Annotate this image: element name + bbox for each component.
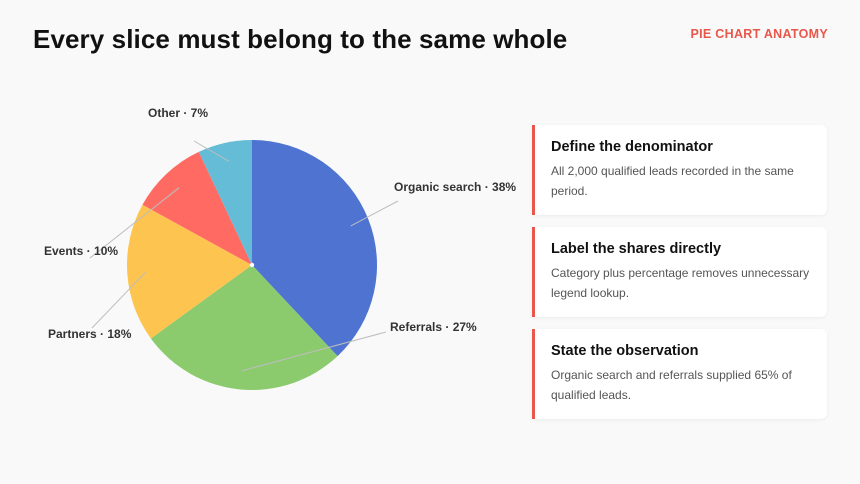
leader-line-referrals <box>241 331 387 372</box>
card-body: Organic search and referrals supplied 65… <box>551 368 792 402</box>
leader-line-events <box>89 187 180 259</box>
pie-slice-organic-search <box>252 140 378 357</box>
pie-slice-referrals <box>150 265 338 391</box>
label-leader-lines <box>89 140 399 372</box>
slice-label-referrals: Referrals · 27% <box>390 320 477 334</box>
pie-slice-partners <box>126 204 252 339</box>
pie-slice-other <box>198 140 252 265</box>
card-title: Label the shares directly <box>551 241 722 257</box>
card-title: Define the denominator <box>551 139 713 155</box>
card-title: State the observation <box>551 343 699 359</box>
slice-label-other: Other · 7% <box>148 106 208 120</box>
card-body: All 2,000 qualified leads recorded in th… <box>551 164 794 198</box>
kicker-label: PIE CHART ANATOMY <box>690 27 828 41</box>
card-body: Category plus percentage removes unneces… <box>551 266 810 300</box>
slice-labels: Organic search · 38% Referrals · 27% Partn… <box>44 106 516 341</box>
page-title: Every slice must belong to the same whol… <box>33 24 568 54</box>
leader-line-organic-search <box>350 200 399 227</box>
slice-label-organic-search: Organic search · 38% <box>394 180 516 194</box>
card-label-shares: Label the shares directly Category plus … <box>532 227 827 317</box>
leader-line-other <box>193 140 230 162</box>
annotation-cards: Define the denominator All 2,000 qualifi… <box>532 125 827 431</box>
slice-label-events: Events · 10% <box>44 244 118 258</box>
pie-slice-events <box>142 151 252 265</box>
card-define-denominator: Define the denominator All 2,000 qualifi… <box>532 125 827 215</box>
card-state-observation: State the observation Organic search and… <box>532 329 827 419</box>
pie-slices <box>126 140 378 391</box>
slice-label-partners: Partners · 18% <box>48 327 132 341</box>
leader-line-partners <box>91 271 147 329</box>
pie-chart: Organic search · 38% Referrals · 27% Partn… <box>44 106 516 391</box>
pie-center-dot <box>249 262 255 268</box>
